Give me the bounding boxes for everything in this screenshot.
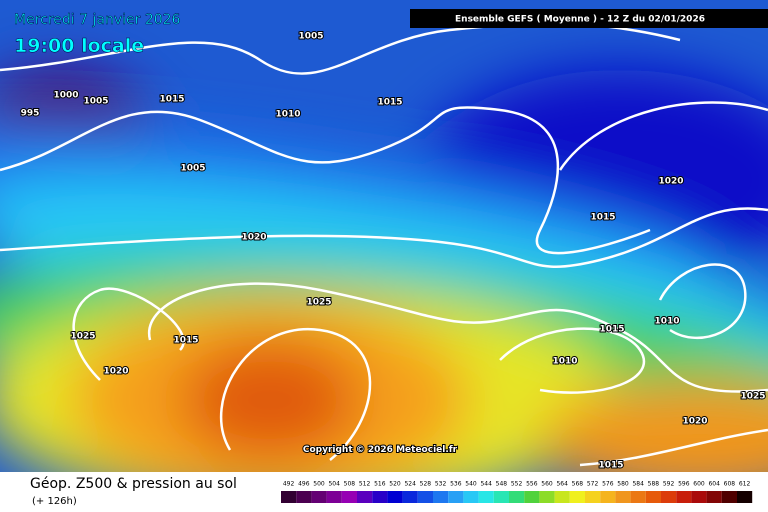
scale-label: 528 — [420, 481, 432, 488]
copyright: Copyright © 2026 Meteociel.fr — [303, 445, 458, 455]
date: Mercredi 7 janvier 2026 — [14, 12, 181, 28]
isobar-label: 1010 — [275, 110, 300, 120]
scale-label: 568 — [572, 481, 584, 488]
scale-label: 576 — [602, 481, 614, 488]
isobar-label: 1015 — [599, 325, 624, 335]
scale-label: 600 — [693, 481, 705, 488]
scale-swatch — [721, 491, 737, 503]
scale-label: 544 — [480, 481, 492, 488]
scale-label: 520 — [389, 481, 401, 488]
scale-label: 560 — [541, 481, 553, 488]
scale-label: 596 — [678, 481, 690, 488]
isobar-label: 1005 — [180, 164, 205, 174]
scale-label: 608 — [724, 481, 736, 488]
scale-swatch — [569, 491, 585, 503]
scale-swatch — [326, 491, 342, 503]
model-box — [410, 9, 768, 28]
model-info: Ensemble GEFS ( Moyenne ) - 12 Z du 02/0… — [455, 15, 705, 25]
scale-label: 552 — [511, 481, 523, 488]
scale-label: 536 — [450, 481, 462, 488]
scale-swatch — [493, 491, 509, 503]
isobar-lines — [0, 22, 768, 467]
scale-swatch — [372, 491, 388, 503]
scale-label: 592 — [663, 481, 675, 488]
scale-swatch — [615, 491, 631, 503]
scale-swatch — [585, 491, 601, 503]
isobar-label: 1020 — [103, 367, 128, 377]
scale-label: 572 — [587, 481, 599, 488]
scale-swatch — [737, 491, 753, 503]
scale-swatch — [554, 491, 570, 503]
scale-label: 556 — [526, 481, 538, 488]
scale-swatch — [463, 491, 479, 503]
scale-swatch — [676, 491, 692, 503]
scale-label: 604 — [708, 481, 720, 488]
scale-swatch — [311, 491, 327, 503]
scale-label: 516 — [374, 481, 386, 488]
scale-label: 564 — [556, 481, 568, 488]
scale-swatch — [448, 491, 464, 503]
scale-swatch — [387, 491, 403, 503]
isobar-label: 1025 — [740, 392, 765, 402]
scale-label: 504 — [328, 481, 340, 488]
isobar-label: 1015 — [598, 461, 623, 471]
scale-label: 508 — [344, 481, 356, 488]
scale-swatch — [600, 491, 616, 503]
scale-label: 548 — [496, 481, 508, 488]
scale-label: 540 — [465, 481, 477, 488]
scale-swatch — [706, 491, 722, 503]
scale-swatch — [524, 491, 540, 503]
scale-swatch — [341, 491, 357, 503]
isobar-label: 1010 — [552, 357, 577, 367]
isobar-label: 1000 — [53, 91, 78, 101]
isobar-label: 1025 — [306, 298, 331, 308]
isobar-label: 1015 — [173, 336, 198, 346]
isobar-label: 1015 — [159, 95, 184, 105]
isobar-label: 995 — [21, 109, 40, 119]
footer-title: Géop. Z500 & pression au sol — [30, 476, 237, 492]
time: 19:00 locale — [14, 35, 144, 57]
scale-label: 612 — [739, 481, 751, 488]
scale-label: 524 — [404, 481, 416, 488]
scale-swatch — [509, 491, 525, 503]
isobar-label: 1020 — [682, 417, 707, 427]
scale-label: 584 — [632, 481, 644, 488]
isobar-label: 1005 — [298, 32, 323, 42]
isobar-label: 1005 — [83, 97, 108, 107]
footer-lead: (+ 126h) — [32, 496, 77, 507]
scale-swatch — [661, 491, 677, 503]
scale-label: 492 — [283, 481, 295, 488]
scale-swatch — [539, 491, 555, 503]
scale-swatch — [433, 491, 449, 503]
scale-label: 496 — [298, 481, 310, 488]
isobar-label: 1020 — [658, 177, 683, 187]
scale-swatch — [630, 491, 646, 503]
isobar-label: 1025 — [70, 332, 95, 342]
scale-label: 500 — [313, 481, 325, 488]
scale-swatch — [645, 491, 661, 503]
scale-label: 588 — [648, 481, 660, 488]
scale-label: 532 — [435, 481, 447, 488]
scale-label: 580 — [617, 481, 629, 488]
isobar-label: 1015 — [590, 213, 615, 223]
color-scale: 492 496 500 504 508 512 516 520 524 528 532 536 540 5… — [281, 481, 753, 503]
scale-swatch — [402, 491, 418, 503]
scale-label: 512 — [359, 481, 371, 488]
isobar-label: 1020 — [241, 233, 266, 243]
scale-swatch — [296, 491, 312, 503]
isobar-label: 1015 — [377, 98, 402, 108]
isobar-label: 1010 — [654, 317, 679, 327]
scale-swatch — [691, 491, 707, 503]
scale-swatch — [281, 491, 297, 503]
scale-swatch — [417, 491, 433, 503]
scale-swatch — [478, 491, 494, 503]
scale-swatch — [357, 491, 373, 503]
